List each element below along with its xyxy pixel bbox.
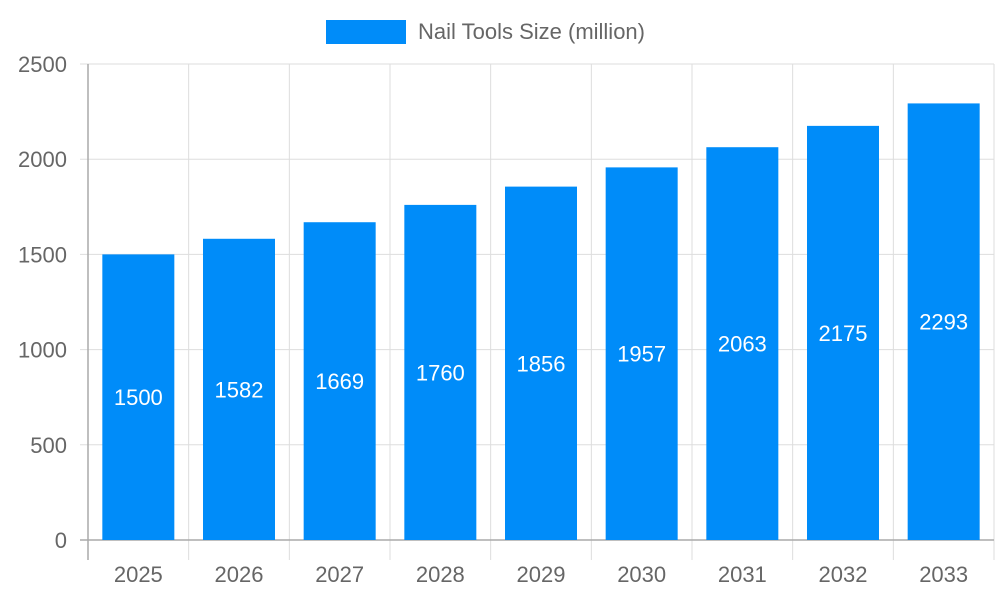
bar-value-label: 2293 (919, 310, 968, 335)
y-tick-label: 0 (55, 528, 67, 553)
y-tick-label: 500 (30, 433, 67, 458)
x-tick-label: 2031 (718, 562, 767, 587)
bar-series: 1500 1582 1669 1760 1856 1957 2063 2175 2293 (102, 103, 980, 540)
chart-legend[interactable]: Nail Tools Size (million) (326, 18, 645, 46)
bar-value-label: 1957 (617, 342, 666, 367)
x-tick-label: 2033 (919, 562, 968, 587)
x-tick-label: 2029 (517, 562, 566, 587)
x-tick-label: 2027 (315, 562, 364, 587)
bar-2026[interactable] (203, 238, 275, 540)
bar-2027[interactable] (303, 222, 376, 540)
x-tick-label: 2025 (114, 562, 163, 587)
bar-value-label: 1856 (517, 351, 566, 376)
bar-2028[interactable] (404, 204, 477, 540)
y-tick-label: 2000 (18, 147, 67, 172)
y-axis: 0 500 1000 1500 2000 2500 (18, 52, 89, 560)
bar-value-label: 1760 (416, 360, 465, 385)
bar-2032[interactable] (807, 125, 879, 540)
bar-2031[interactable] (706, 147, 779, 540)
bar-2029[interactable] (505, 186, 577, 540)
bar-2033[interactable] (907, 103, 980, 540)
bar-value-label: 1500 (114, 385, 163, 410)
legend-swatch (326, 20, 406, 44)
bar-value-label: 1582 (215, 377, 264, 402)
bar-value-label: 2063 (718, 332, 767, 357)
y-tick-label: 2500 (18, 52, 67, 77)
legend-label: Nail Tools Size (million) (418, 19, 645, 44)
x-tick-label: 2032 (819, 562, 868, 587)
y-tick-label: 1500 (18, 242, 67, 267)
bar-2030[interactable] (605, 167, 678, 540)
bar-2025[interactable] (102, 254, 175, 540)
bar-value-label: 1669 (315, 369, 364, 394)
x-tick-label: 2030 (617, 562, 666, 587)
x-axis: 2025 2026 2027 2028 2029 2030 2031 2032 2033 (80, 539, 994, 587)
x-tick-label: 2028 (416, 562, 465, 587)
bar-value-label: 2175 (819, 321, 868, 346)
x-tick-label: 2026 (215, 562, 264, 587)
y-tick-label: 1000 (18, 338, 67, 363)
